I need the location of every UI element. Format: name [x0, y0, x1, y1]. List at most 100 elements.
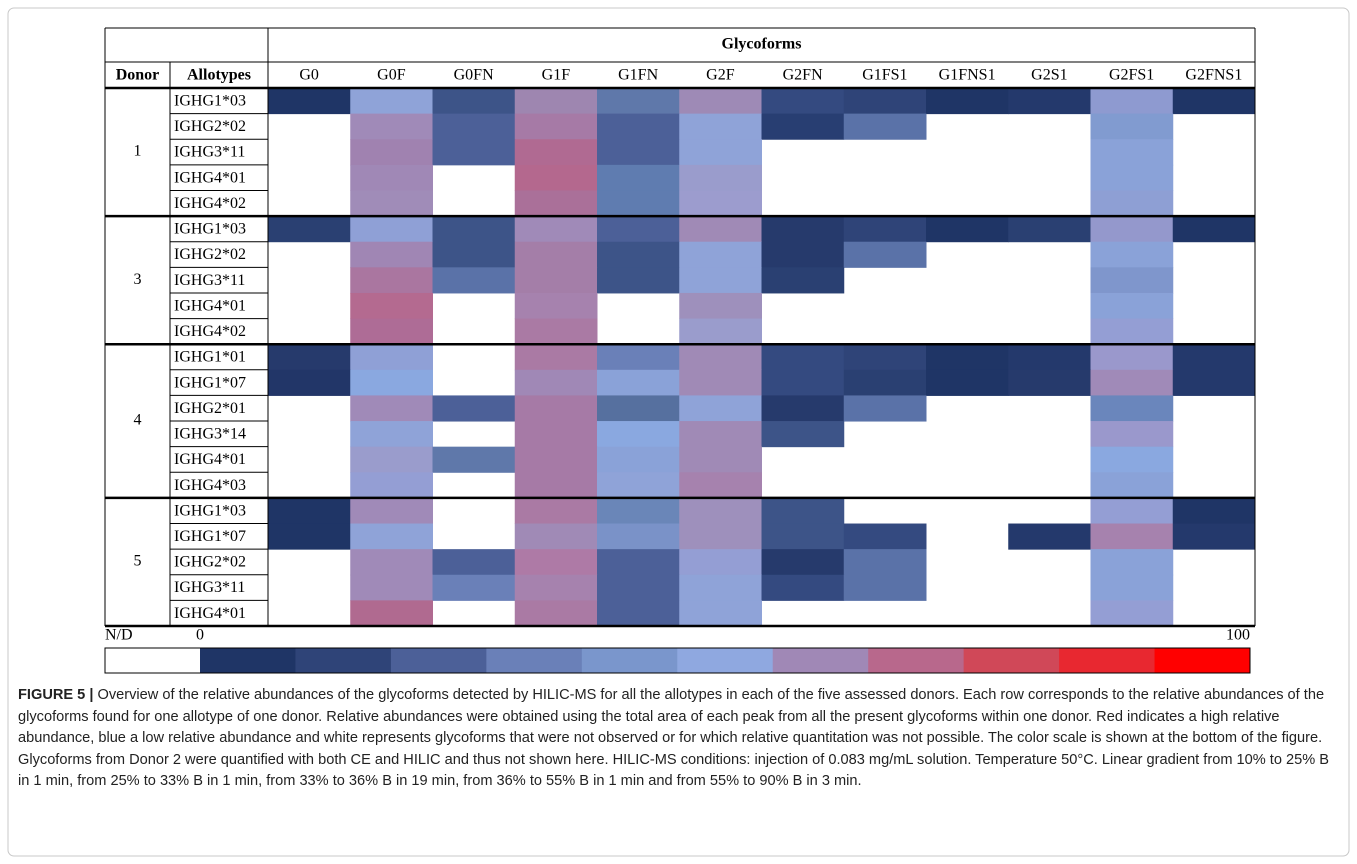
heat-cell [514, 523, 598, 550]
heat-cell [679, 446, 762, 473]
scale-swatch [295, 648, 392, 673]
figure-frame [7, 7, 1350, 857]
heat-cell [926, 88, 1009, 115]
heat-cell [432, 574, 516, 601]
column-header: G1FNS1 [939, 67, 996, 84]
allotype-label: IGHG3*11 [174, 144, 245, 161]
heat-cell [350, 318, 433, 345]
heat-cell [597, 190, 680, 217]
heat-cell [514, 395, 598, 422]
heat-cell [843, 216, 927, 243]
heat-cell [843, 113, 927, 140]
donor-label: 5 [134, 553, 142, 570]
column-header: Donor [116, 67, 160, 84]
allotype-label: IGHG1*03 [174, 221, 246, 238]
heat-cell [1008, 523, 1091, 550]
heat-cell [432, 267, 516, 294]
heat-cell [514, 292, 598, 320]
heat-cell [514, 241, 598, 268]
heat-cell [597, 216, 680, 243]
heat-cell [679, 369, 762, 396]
caption-text: Overview of the relative abundances of t… [18, 687, 1330, 790]
heat-cell [350, 395, 433, 422]
heat-cell [926, 216, 1009, 243]
heat-cell [514, 344, 598, 371]
allotype-label: IGHG4*02 [174, 323, 246, 340]
heat-cell [350, 472, 433, 499]
heat-cell [761, 523, 845, 550]
allotype-label: IGHG1*01 [174, 349, 246, 366]
scale-swatch [868, 648, 965, 673]
heat-cell [514, 164, 598, 191]
heat-cell [350, 113, 433, 140]
heat-cell [268, 216, 351, 243]
allotype-label: IGHG1*03 [174, 92, 246, 109]
column-header: G1FN [618, 67, 658, 84]
heat-cell [1090, 446, 1174, 473]
heat-cell [761, 241, 845, 268]
allotype-label: IGHG3*11 [174, 579, 245, 596]
heat-cell [597, 600, 680, 627]
allotype-label: IGHG1*07 [174, 374, 246, 391]
scale-swatch [486, 648, 583, 673]
heat-cell [679, 523, 762, 550]
heat-cell [843, 344, 927, 371]
heat-cell [926, 344, 1009, 371]
heat-cell [597, 241, 680, 268]
heat-cell [350, 139, 433, 166]
group-header: Glycoforms [722, 36, 802, 53]
heat-cell [1008, 216, 1091, 243]
heat-cell [350, 241, 433, 268]
heat-cell [1172, 497, 1256, 525]
heat-cell [679, 88, 762, 115]
heat-cell [514, 139, 598, 166]
heat-cell [350, 344, 433, 371]
heat-cell [679, 164, 762, 191]
heat-cell [514, 113, 598, 140]
heat-cell [1090, 472, 1174, 499]
heat-cell [761, 369, 845, 396]
heat-cell [679, 267, 762, 294]
heat-cell [514, 318, 598, 345]
heat-cell [597, 164, 680, 191]
heat-cell [761, 549, 845, 576]
heat-cell [843, 549, 927, 576]
heat-cell [1090, 88, 1174, 115]
heat-cell [1172, 369, 1256, 396]
heat-cell [432, 446, 516, 473]
heat-cell [514, 216, 598, 243]
heat-cell [761, 395, 845, 422]
allotype-label: IGHG1*03 [174, 502, 246, 519]
allotype-label: IGHG2*02 [174, 246, 246, 263]
heat-cell [597, 344, 680, 371]
heat-cell [514, 574, 598, 601]
scale-min-label: 0 [196, 627, 204, 644]
heat-cell [679, 600, 762, 627]
column-header: G0 [299, 67, 319, 84]
heat-cell [597, 88, 680, 115]
heat-cell [268, 88, 351, 115]
heat-cell [597, 472, 680, 499]
allotype-label: IGHG4*01 [174, 297, 246, 314]
heat-cell [514, 369, 598, 396]
column-header: G1F [542, 67, 571, 84]
heat-cell [1090, 523, 1174, 550]
heat-cell [1090, 292, 1174, 320]
heat-cell [761, 88, 845, 115]
allotype-label: IGHG2*02 [174, 554, 246, 571]
heat-cell [843, 369, 927, 396]
heat-cell [843, 241, 927, 268]
heat-cell [597, 523, 680, 550]
allotype-label: IGHG2*02 [174, 118, 246, 135]
scale-swatch [390, 648, 487, 673]
heat-cell [350, 497, 433, 525]
heat-cell [679, 549, 762, 576]
heat-cell [679, 421, 762, 448]
heat-cell [1172, 88, 1256, 115]
scale-swatch [105, 648, 201, 673]
heat-cell [1172, 523, 1256, 550]
heat-cell [514, 549, 598, 576]
heat-cell [679, 190, 762, 217]
scale-swatch [1154, 648, 1251, 673]
